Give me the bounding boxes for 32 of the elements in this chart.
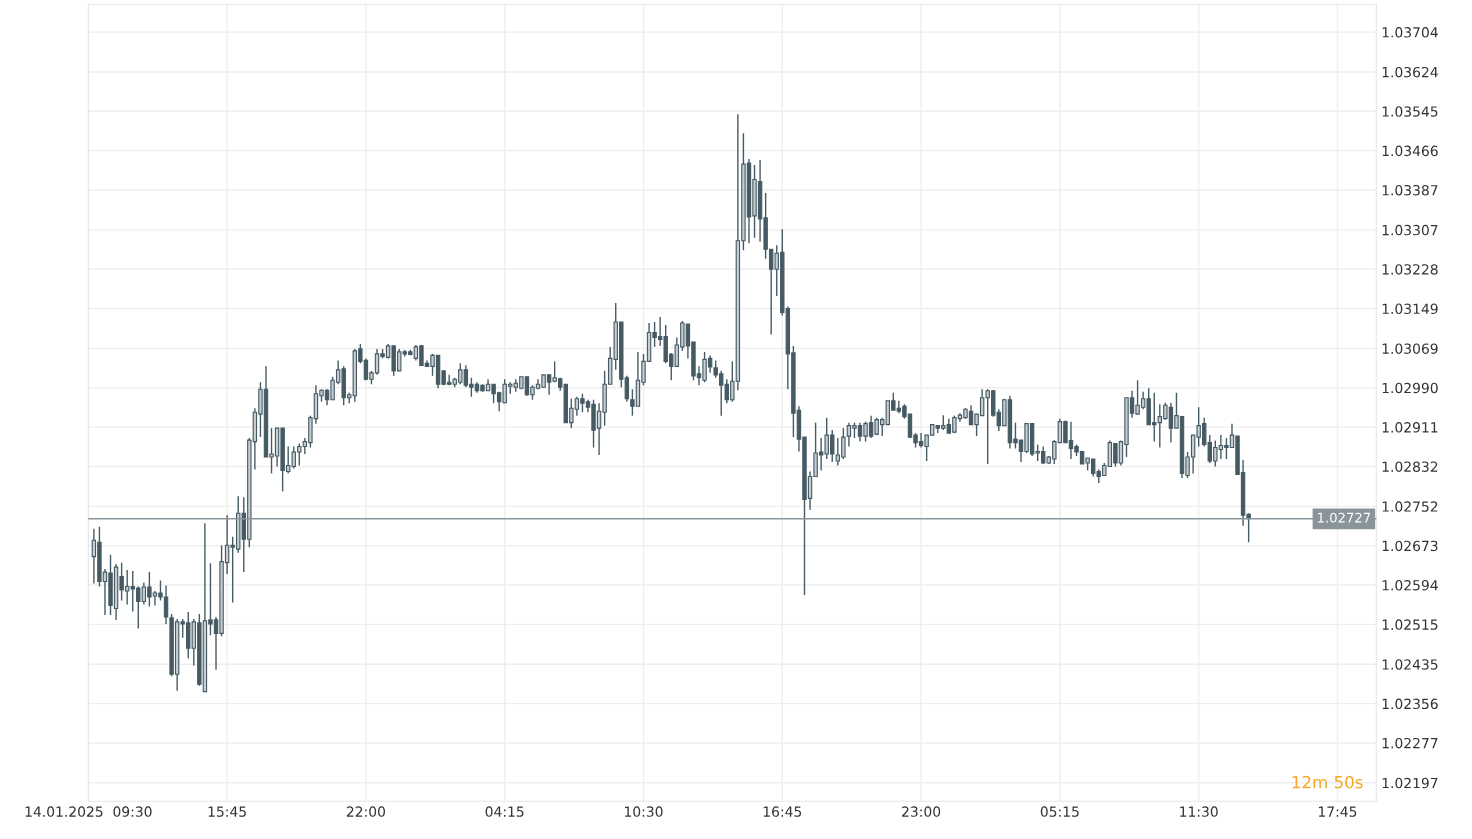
x-tick-label: 11:30: [1180, 806, 1218, 817]
y-tick-label: 1.02911: [1382, 422, 1438, 433]
y-tick-label: 1.02752: [1382, 501, 1438, 512]
y-tick-label: 1.02277: [1382, 737, 1438, 749]
y-tick-label: 1.02356: [1382, 698, 1438, 710]
x-tick-label: 04:15: [485, 806, 524, 817]
y-tick-label: 1.03387: [1382, 184, 1438, 196]
y-tick-label: 1.03069: [1382, 343, 1438, 354]
x-tick-label: 10:30: [625, 806, 663, 817]
y-tick-label: 1.03149: [1382, 303, 1438, 315]
y-tick-label: 1.02832: [1382, 461, 1438, 472]
ref-line-label: 1.02727: [1318, 512, 1371, 523]
y-tick-label: 1.03704: [1382, 27, 1438, 38]
annotation: 12m 50s: [1292, 775, 1363, 789]
x-tick-label: 15:45: [208, 806, 246, 817]
y-tick-label: 1.02673: [1382, 540, 1438, 552]
x-tick-label: 14.01.2025 09:30: [25, 806, 152, 817]
x-tick-label: 05:15: [1040, 806, 1079, 817]
x-tick-label: 22:00: [346, 806, 385, 817]
y-tick-label: 1.03307: [1382, 224, 1438, 236]
y-tick-label: 1.02515: [1382, 619, 1438, 630]
y-tick-label: 1.03466: [1382, 145, 1438, 157]
x-tick-label: 17:45: [1318, 806, 1357, 817]
y-tick-label: 1.03624: [1382, 66, 1438, 78]
x-tick-label: 16:45: [763, 806, 802, 817]
x-tick-label: 23:00: [902, 806, 941, 817]
y-tick-label: 1.02435: [1382, 659, 1438, 670]
y-tick-label: 1.02197: [1382, 777, 1438, 789]
y-tick-label: 1.03545: [1382, 106, 1438, 117]
y-tick-label: 1.02594: [1382, 580, 1438, 591]
y-tick-label: 1.03228: [1382, 264, 1438, 275]
y-tick-label: 1.02990: [1382, 382, 1438, 394]
